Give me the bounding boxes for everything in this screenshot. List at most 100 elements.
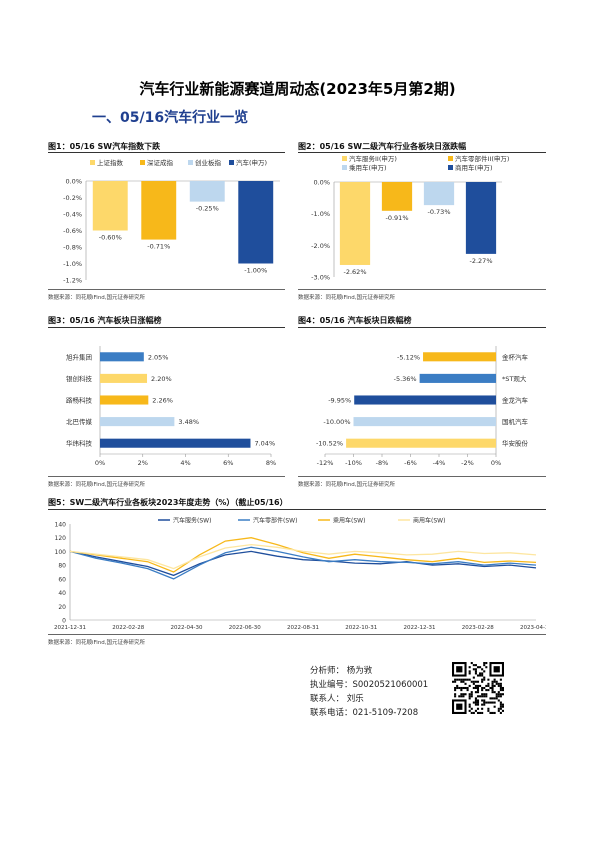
- qr-module: [483, 686, 486, 690]
- x-tick-label: 0%: [491, 459, 501, 467]
- qr-module: [456, 678, 459, 681]
- qr-module: [497, 691, 500, 694]
- data-label: -9.95%: [328, 397, 351, 405]
- fig3-chart: 0% 2% 4% 6% 8% 旭升集团 2.05% 银创科技 2.20% 路畅科技 2.26% 北巴传…: [66, 346, 276, 467]
- qr-module: [479, 684, 482, 687]
- qr-module: [474, 701, 477, 704]
- qr-module: [470, 711, 473, 714]
- bar: [92, 181, 128, 231]
- x-tick-label: -2%: [461, 459, 474, 467]
- qr-module: [491, 686, 494, 690]
- legend-label: 汽车服务(SW): [173, 517, 211, 525]
- data-label: 2.05%: [148, 353, 169, 361]
- qr-module: [466, 686, 469, 690]
- y-tick-label: -0.6%: [63, 227, 82, 235]
- qr-module: [483, 703, 486, 706]
- qr-module: [481, 707, 484, 710]
- qr-module: [489, 701, 492, 704]
- data-label: -5.36%: [394, 375, 417, 383]
- qr-module: [479, 672, 482, 675]
- qr-module: [501, 693, 504, 696]
- fig4-top-rule: [298, 327, 546, 328]
- fig1-source: 数据来源：同花顺iFind,国元证券研究所: [48, 295, 146, 301]
- data-label: -10.00%: [323, 418, 350, 426]
- qr-module: [483, 662, 486, 665]
- qr-module: [466, 678, 469, 681]
- legend-swatch: [140, 160, 145, 165]
- qr-module: [481, 695, 484, 698]
- data-label: 7.04%: [254, 440, 275, 448]
- y-tick-label: 0.0%: [313, 179, 330, 187]
- category-label: 华纬科技: [66, 439, 93, 448]
- legend-swatch: [342, 156, 347, 161]
- qr-module: [499, 705, 502, 708]
- bar: [423, 182, 455, 206]
- data-label: -5.12%: [397, 353, 420, 361]
- qr-module: [468, 670, 471, 673]
- qr-module: [476, 686, 480, 690]
- qr-module: [470, 662, 473, 665]
- data-label: 3.48%: [178, 418, 199, 426]
- qr-module: [476, 699, 480, 702]
- qr-module: [501, 703, 504, 706]
- qr-module: [495, 697, 498, 700]
- y-tick-label: -1.0%: [311, 210, 330, 218]
- qr-module: [493, 684, 496, 687]
- bar: [423, 352, 496, 362]
- qr-module: [479, 674, 482, 677]
- qr-module: [493, 697, 496, 700]
- x-tick-label: 0%: [95, 459, 105, 467]
- qr-module: [454, 693, 457, 696]
- x-tick-label: -4%: [433, 459, 446, 467]
- y-tick-label: 20: [58, 604, 66, 611]
- qr-module: [493, 691, 496, 694]
- qr-module: [495, 693, 498, 696]
- qr-module: [495, 680, 498, 683]
- qr-module: [497, 699, 500, 702]
- qr-module: [479, 695, 482, 698]
- bar: [465, 182, 497, 254]
- qr-module: [460, 693, 463, 696]
- qr-module: [464, 678, 467, 681]
- qr-module: [483, 695, 486, 698]
- qr-module: [483, 678, 486, 681]
- qr-module: [460, 678, 463, 681]
- qr-module: [476, 711, 480, 714]
- qr-module: [460, 695, 463, 698]
- qr-module: [474, 697, 477, 700]
- qr-module: [481, 711, 484, 714]
- qr-module: [499, 693, 502, 696]
- x-tick-label: -6%: [404, 459, 417, 467]
- qr-module: [487, 684, 490, 687]
- qr-module: [497, 709, 500, 712]
- qr-module: [489, 686, 492, 690]
- fig3-title: 图3：05/16 汽车板块日涨幅榜: [48, 316, 162, 325]
- data-label: -2.27%: [470, 257, 493, 265]
- fig4-source: 数据来源：同花顺iFind,国元证券研究所: [298, 482, 396, 488]
- qr-module: [458, 686, 461, 690]
- qr-module: [485, 662, 488, 665]
- qr-module: [485, 695, 488, 698]
- qr-module: [485, 689, 488, 692]
- fig2-top-rule: [298, 152, 546, 153]
- qr-module: [462, 695, 465, 698]
- qr-module: [491, 684, 494, 687]
- qr-module: [452, 680, 455, 683]
- legend-swatch: [448, 156, 453, 161]
- qr-module: [481, 703, 484, 706]
- qr-module: [468, 672, 471, 675]
- qr-module: [462, 680, 465, 683]
- x-tick-label: 2023-04-30: [520, 625, 546, 631]
- qr-module: [487, 682, 490, 685]
- qr-module: [454, 680, 457, 683]
- qr-module: [501, 705, 504, 708]
- qr-module: [468, 697, 471, 700]
- qr-module: [474, 686, 477, 690]
- fig5-bottom-rule: [48, 634, 546, 635]
- qr-module: [476, 691, 480, 694]
- y-tick-label: 80: [58, 563, 66, 570]
- qr-module: [458, 678, 461, 681]
- qr-module: [474, 703, 477, 706]
- qr-module: [493, 680, 496, 683]
- x-tick-label: 2023-02-28: [462, 625, 494, 631]
